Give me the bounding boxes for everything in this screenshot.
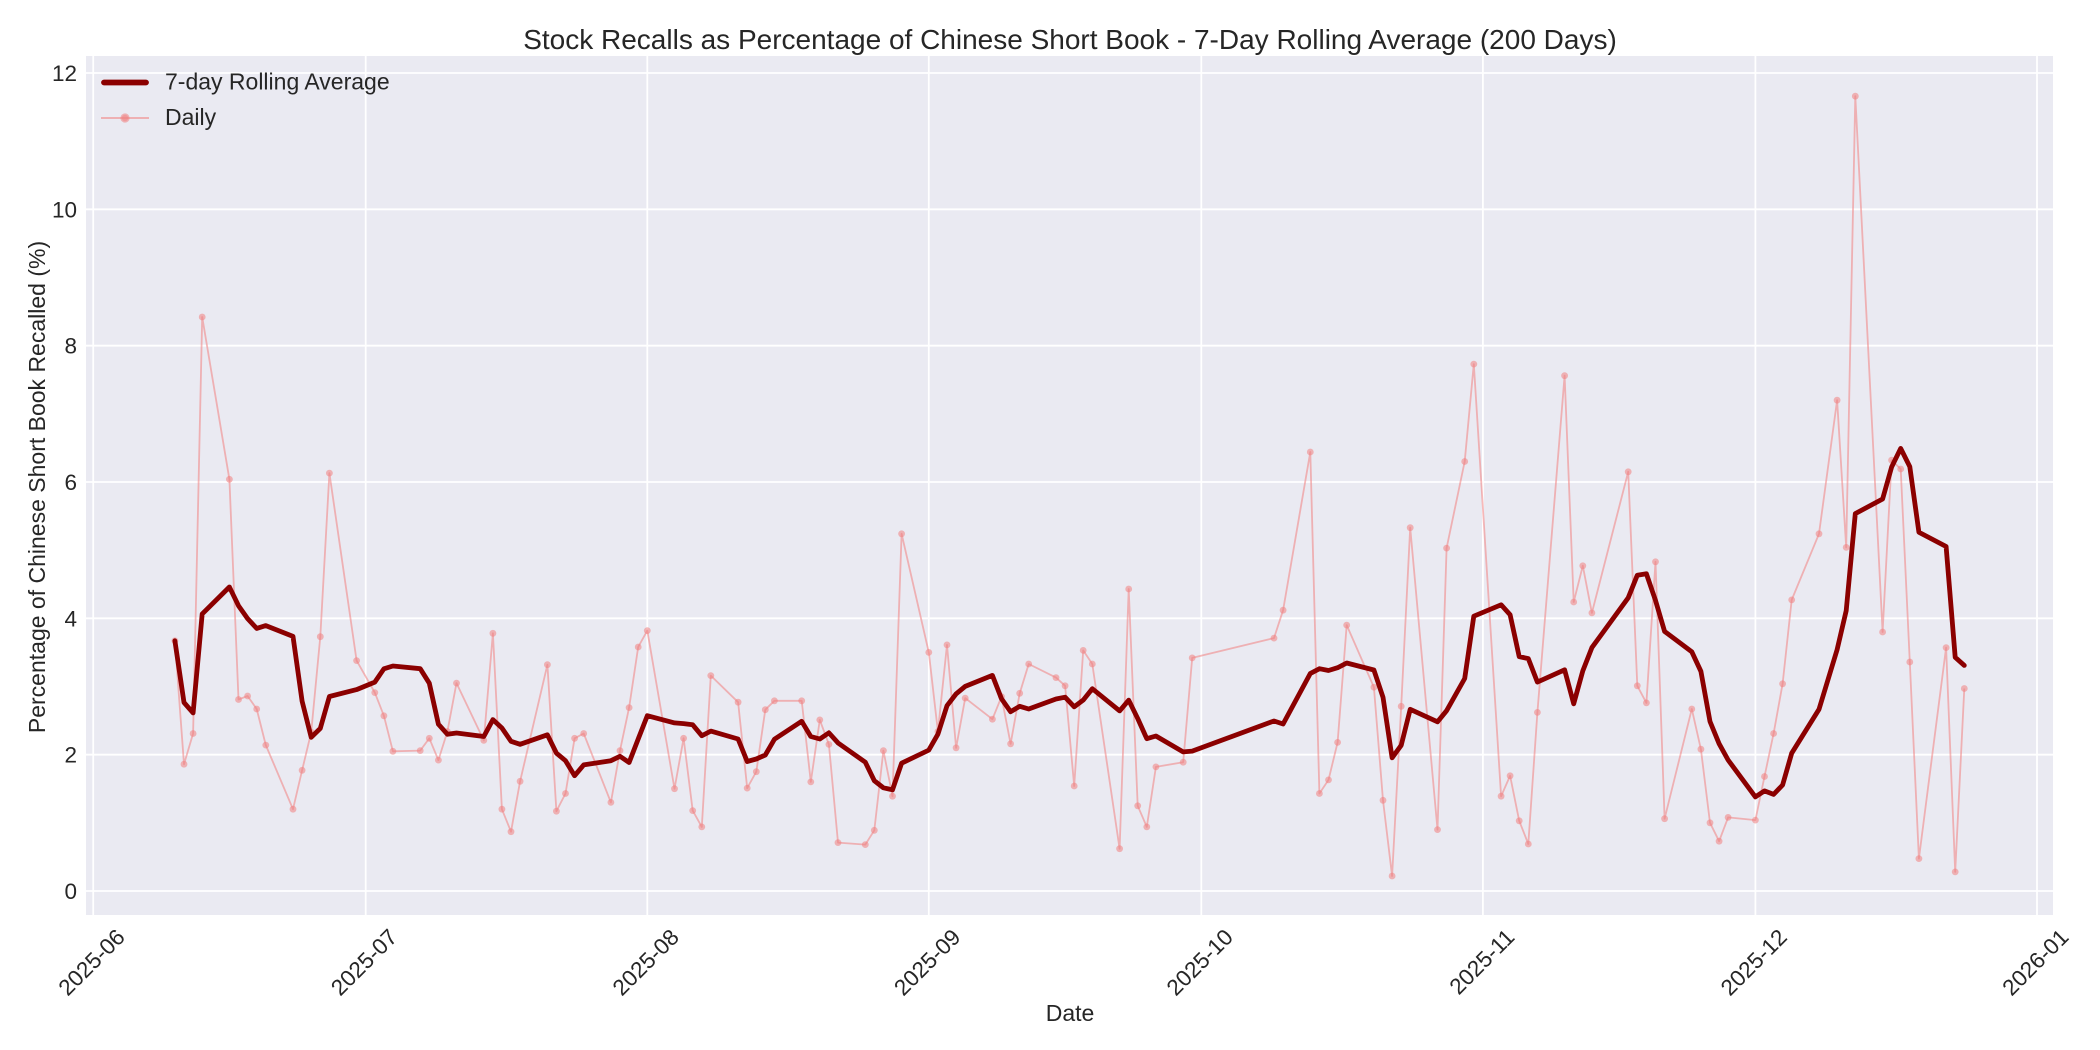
svg-text:8: 8 [64,334,77,359]
svg-text:4: 4 [64,606,77,631]
svg-text:2: 2 [64,743,77,768]
svg-text:12: 12 [52,61,77,86]
svg-text:10: 10 [52,197,77,222]
svg-text:Stock Recalls as Percentage of: Stock Recalls as Percentage of Chinese S… [523,24,1617,55]
svg-text:7-day Rolling Average: 7-day Rolling Average [165,69,390,95]
svg-text:Daily: Daily [165,104,217,130]
svg-text:6: 6 [64,470,77,495]
svg-text:Date: Date [1046,1000,1095,1026]
svg-text:Percentage of Chinese Short Bo: Percentage of Chinese Short Book Recalle… [24,241,50,733]
svg-text:0: 0 [64,879,77,904]
